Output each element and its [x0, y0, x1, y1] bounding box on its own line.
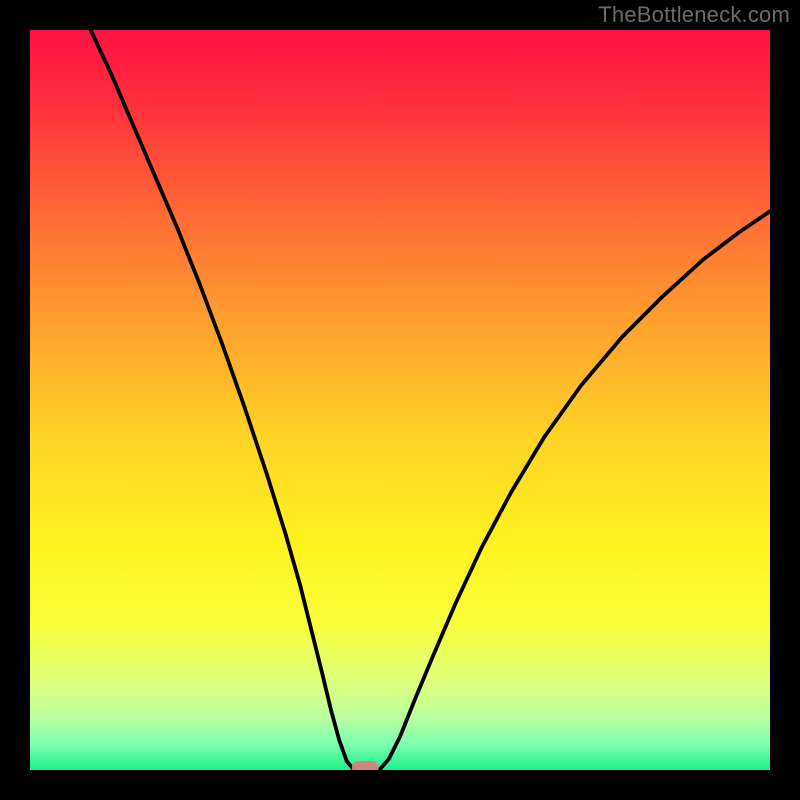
- bottleneck-curve-chart: [30, 30, 770, 770]
- plot-area: [30, 30, 770, 770]
- chart-frame: TheBottleneck.com: [0, 0, 800, 800]
- minimum-marker: [352, 761, 379, 770]
- watermark-text: TheBottleneck.com: [598, 2, 790, 28]
